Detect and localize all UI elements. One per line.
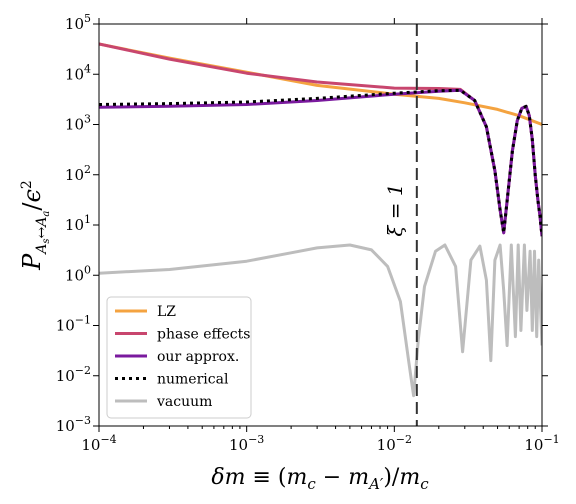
vline-label: ξ = 1 xyxy=(383,183,407,236)
ticks-layer: 10−4 10−3 10−2 10−110−310−210−1100101102103… xyxy=(56,12,560,454)
x-tick-label-0: 10−4 xyxy=(81,433,116,454)
x-tick-label-2: 10−2 xyxy=(377,433,412,454)
y-tick-label-4: 101 xyxy=(65,213,91,234)
x-axis-label: δm ≡ (mc − mA′)/mc xyxy=(211,465,429,493)
legend-label-3: numerical xyxy=(157,372,229,388)
legend: LZ phase effects our approx. numerical vacuu… xyxy=(106,296,252,419)
y-tick-label-8: 105 xyxy=(65,12,91,33)
y-tick-label-1: 10−2 xyxy=(56,364,91,385)
x-tick-label-1: 10−3 xyxy=(229,433,264,454)
y-tick-label-2: 10−1 xyxy=(56,314,91,335)
y-tick-label-5: 102 xyxy=(65,163,91,184)
series-layer xyxy=(99,42,542,398)
legend-label-0: LZ xyxy=(157,304,176,320)
legend-label-2: our approx. xyxy=(157,349,239,365)
legend-label-1: phase effects xyxy=(157,327,250,343)
legend-box xyxy=(106,296,252,419)
y-tick-label-7: 104 xyxy=(65,62,91,83)
series-line-2 xyxy=(99,88,542,237)
legend-label-4: vacuum xyxy=(156,394,212,410)
y-tick-label-0: 10−3 xyxy=(56,414,91,435)
x-tick-label-3: 10−1 xyxy=(524,433,559,454)
y-axis-label: PAs↔Aa/ϵ2 xyxy=(18,180,52,271)
series-line-4 xyxy=(99,243,542,398)
y-tick-label-3: 100 xyxy=(65,263,91,284)
y-tick-label-6: 103 xyxy=(65,113,91,134)
